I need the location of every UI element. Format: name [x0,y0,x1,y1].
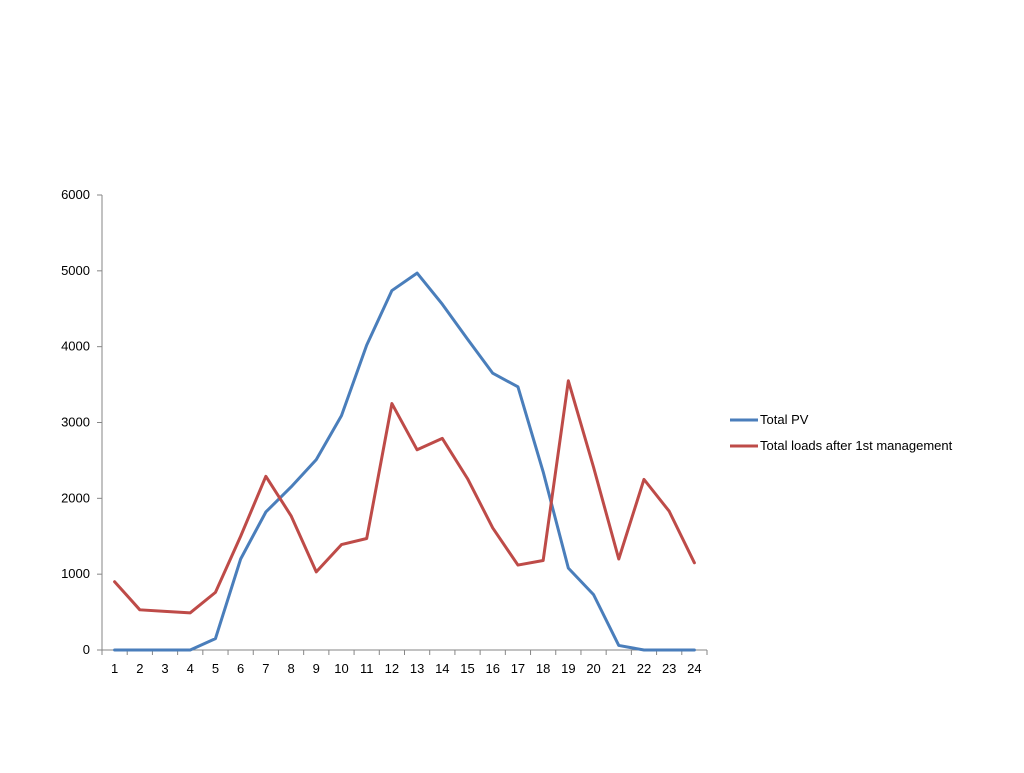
y-tick-label: 2000 [61,490,90,505]
x-tick-label: 9 [313,661,320,676]
x-tick-label: 12 [385,661,399,676]
x-tick-label: 6 [237,661,244,676]
x-tick-label: 17 [511,661,525,676]
x-tick-label: 19 [561,661,575,676]
series-lines [113,271,696,652]
x-tick-label: 15 [460,661,474,676]
series-line-1 [113,271,696,652]
x-tick-label: 13 [410,661,424,676]
x-tick-label: 1 [111,661,118,676]
legend-label-2: Total loads after 1st management [760,438,953,453]
x-tick-label: 4 [187,661,194,676]
x-tick-label: 10 [334,661,348,676]
x-tick-label: 23 [662,661,676,676]
x-tick-label: 7 [262,661,269,676]
legend-label-1: Total PV [760,412,809,427]
x-tick-label: 18 [536,661,550,676]
y-tick-label: 6000 [61,187,90,202]
x-tick-label: 20 [586,661,600,676]
x-tick-label: 24 [687,661,701,676]
y-tick-label: 1000 [61,566,90,581]
x-tick-label: 16 [485,661,499,676]
x-tick-label: 21 [612,661,626,676]
legend: Total PV Total loads after 1st management [730,412,953,453]
series-line-2 [113,379,696,615]
x-tick-label: 2 [136,661,143,676]
x-tick-label: 11 [360,661,374,676]
x-tick-label: 5 [212,661,219,676]
y-tick-label: 5000 [61,263,90,278]
y-tick-label: 3000 [61,415,90,430]
x-tick-label: 22 [637,661,651,676]
x-tick-label: 3 [161,661,168,676]
y-tick-label: 4000 [61,339,90,354]
y-tick-label: 0 [83,642,90,657]
x-tick-label: 8 [287,661,294,676]
x-tick-label: 14 [435,661,449,676]
